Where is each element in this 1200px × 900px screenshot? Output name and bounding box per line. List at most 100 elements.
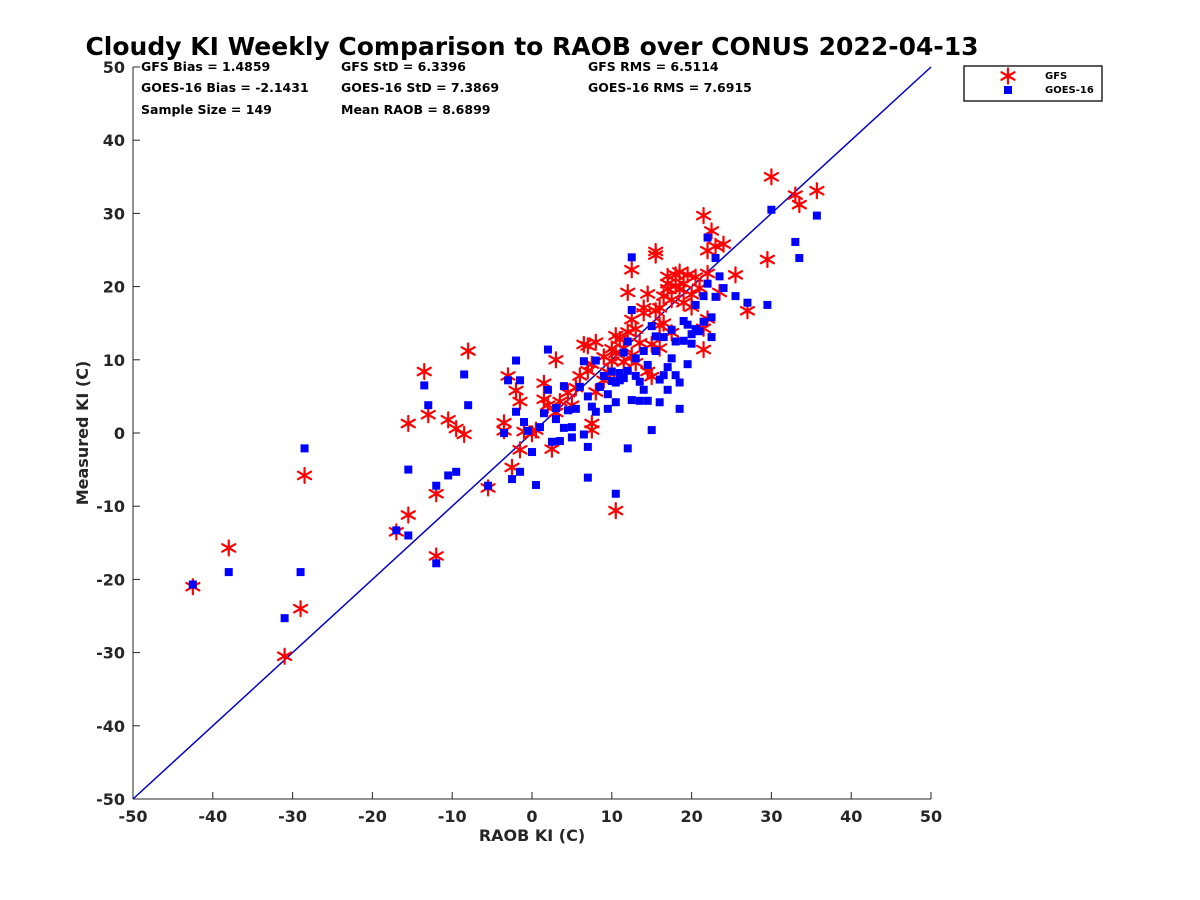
- goes16-point: [711, 292, 720, 301]
- gfs-point: [416, 362, 432, 381]
- goes16-point: [531, 480, 540, 489]
- goes16-point: [404, 531, 413, 540]
- goes16-point: [615, 368, 624, 377]
- goes16-point: [671, 337, 680, 346]
- goes16-point: [627, 396, 636, 405]
- goes16-point: [559, 382, 568, 391]
- goes16-point: [791, 237, 800, 246]
- goes16-point: [663, 385, 672, 394]
- goes16-point: [679, 336, 688, 345]
- goes16-point: [543, 345, 552, 354]
- gfs-point: [292, 600, 309, 618]
- stat-text: GFS StD = 6.3396: [341, 59, 466, 74]
- gfs-point: [456, 425, 472, 444]
- gfs-point: [624, 261, 640, 279]
- goes16-point: [512, 407, 521, 416]
- goes16-point: [188, 580, 197, 589]
- goes16-point: [432, 481, 441, 490]
- goes16-point: [743, 298, 752, 307]
- goes16-point: [567, 423, 576, 432]
- gfs-point: [652, 299, 668, 317]
- y-tick-label: -30: [96, 644, 125, 663]
- goes16-point: [623, 444, 632, 453]
- gfs-point: [276, 647, 293, 665]
- stat-text: Sample Size = 149: [141, 102, 272, 117]
- goes16-point: [280, 614, 289, 623]
- goes16-point: [420, 381, 429, 390]
- gfs-point: [296, 466, 313, 485]
- y-tick-label: 20: [103, 278, 125, 297]
- goes16-point: [500, 429, 509, 437]
- y-tick-label: 0: [114, 424, 125, 443]
- gfs-point: [656, 314, 672, 332]
- goes16-point: [591, 407, 600, 416]
- goes16-point: [300, 444, 309, 453]
- goes16-point: [524, 426, 533, 435]
- x-tick-label: 10: [601, 807, 623, 826]
- goes16-point: [619, 374, 628, 383]
- goes16-point: [667, 354, 676, 363]
- x-tick-label: -20: [358, 807, 387, 826]
- goes16-point: [675, 378, 684, 387]
- gfs-point: [512, 441, 528, 459]
- goes16-point: [643, 396, 652, 405]
- gfs-point: [763, 168, 780, 186]
- goes16-point: [655, 398, 664, 407]
- gfs-point: [221, 539, 237, 557]
- gfs-point: [727, 266, 744, 284]
- x-tick-label: 40: [840, 807, 862, 826]
- legend: GFS GOES-16: [963, 65, 1103, 102]
- goes16-point: [731, 292, 740, 301]
- goes16-point: [699, 292, 708, 301]
- goes16-point: [627, 306, 636, 315]
- goes16-point: [699, 317, 708, 326]
- goes16-point: [444, 471, 453, 480]
- goes16-point: [707, 333, 716, 342]
- y-tick-label: 50: [103, 58, 125, 77]
- legend-gfs-label: GFS: [1045, 71, 1067, 82]
- gfs-point: [608, 501, 624, 520]
- x-tick-label: 0: [526, 807, 537, 826]
- goes16-point: [296, 568, 305, 577]
- goes16-point: [504, 376, 513, 385]
- goes16-point: [683, 360, 692, 369]
- goes16-point: [667, 325, 676, 334]
- gfs-point: [588, 333, 604, 351]
- goes16-point: [599, 371, 608, 380]
- goes16-point: [687, 339, 696, 348]
- x-tick-label: 20: [680, 807, 702, 826]
- gfs-point: [759, 250, 776, 269]
- goes16-point: [508, 475, 517, 484]
- goes16-point: [675, 404, 684, 413]
- legend-goes16-marker: [1004, 86, 1012, 94]
- y-tick-label: 30: [103, 204, 125, 223]
- gfs-point: [672, 263, 688, 281]
- stat-text: GOES-16 Bias = -2.1431: [141, 80, 309, 95]
- y-tick-label: -10: [96, 497, 125, 516]
- legend-gfs-marker: [1000, 67, 1016, 85]
- goes16-point: [460, 370, 469, 379]
- goes16-point: [484, 481, 493, 490]
- goes16-point: [583, 442, 592, 451]
- gfs-point: [679, 266, 696, 284]
- goes16-point: [528, 448, 536, 457]
- goes16-point: [611, 489, 620, 498]
- y-tick-label: 10: [103, 351, 125, 370]
- gfs-point: [400, 506, 416, 524]
- goes16-point: [559, 423, 568, 432]
- goes16-point: [655, 375, 664, 384]
- goes16-point: [663, 363, 672, 372]
- x-tick-label: 50: [920, 807, 942, 826]
- plot-area: -50 -40 -30 -20 -10 0 10 20 30 40 50 -50 -40 -30 -20 -1…: [96, 58, 942, 826]
- y-tick-label: -50: [96, 790, 125, 809]
- gfs-point: [620, 283, 636, 302]
- gfs-point: [440, 411, 456, 429]
- goes16-point: [603, 404, 612, 413]
- stat-text: GFS Bias = 1.4859: [141, 59, 270, 74]
- goes16-point: [464, 401, 473, 410]
- goes16-point: [539, 409, 548, 418]
- y-tick-label: -40: [96, 717, 125, 736]
- legend-box: [963, 65, 1103, 102]
- goes16-point: [611, 398, 620, 407]
